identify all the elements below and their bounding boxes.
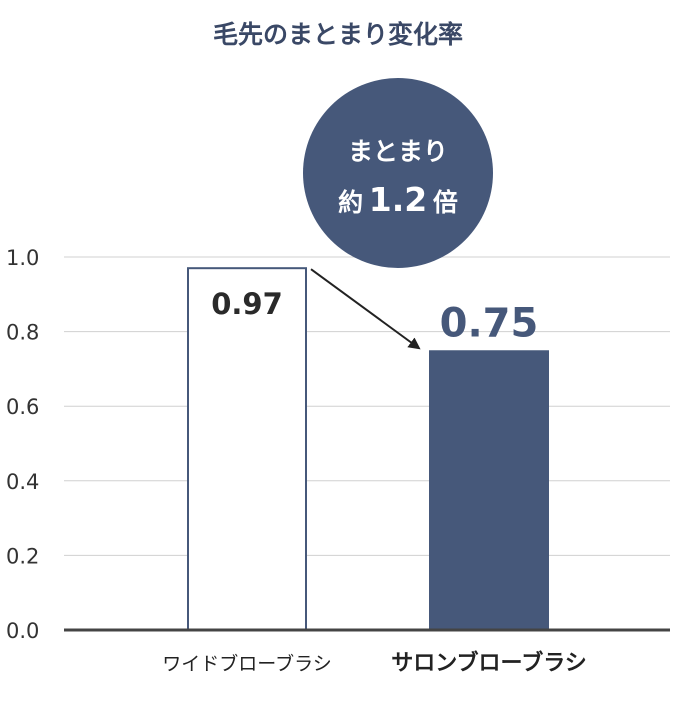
callout-line2: 約 1.2 倍: [338, 180, 458, 219]
y-tick-label: 0.4: [6, 470, 39, 494]
grid-lines: [64, 256, 670, 556]
chart-title: 毛先のまとまり変化率: [213, 20, 463, 49]
callout-value: 1.2: [369, 180, 427, 219]
category-label: サロンブローブラシ: [391, 650, 587, 676]
bars: [64, 267, 670, 632]
value-labels: 0.97 0.75: [211, 287, 538, 346]
y-tick-label: 1.0: [6, 246, 39, 270]
arrow-layer: [310, 268, 421, 350]
change-arrow: [310, 268, 421, 350]
bar-2: [429, 350, 549, 630]
y-tick-label: 0.6: [6, 395, 39, 419]
y-tick-label: 0.8: [6, 321, 39, 345]
category-labels: ワイドブローブラシ サロンブローブラシ: [162, 650, 587, 676]
value-label: 0.75: [440, 300, 539, 346]
bar-1: [187, 267, 307, 631]
y-tick-labels: 0.0 0.2 0.4 0.6 0.8 1.0: [6, 246, 39, 643]
callout-suffix: 倍: [433, 188, 458, 217]
callout-circle: [303, 78, 493, 268]
y-tick-label: 0.0: [6, 619, 39, 643]
category-label: ワイドブローブラシ: [162, 652, 331, 675]
y-tick-label: 0.2: [6, 544, 39, 568]
callout-line1: まとまり: [348, 137, 448, 166]
value-label: 0.97: [211, 287, 283, 321]
ratio-callout: まとまり 約 1.2 倍: [303, 78, 493, 268]
callout-prefix: 約: [338, 188, 363, 217]
